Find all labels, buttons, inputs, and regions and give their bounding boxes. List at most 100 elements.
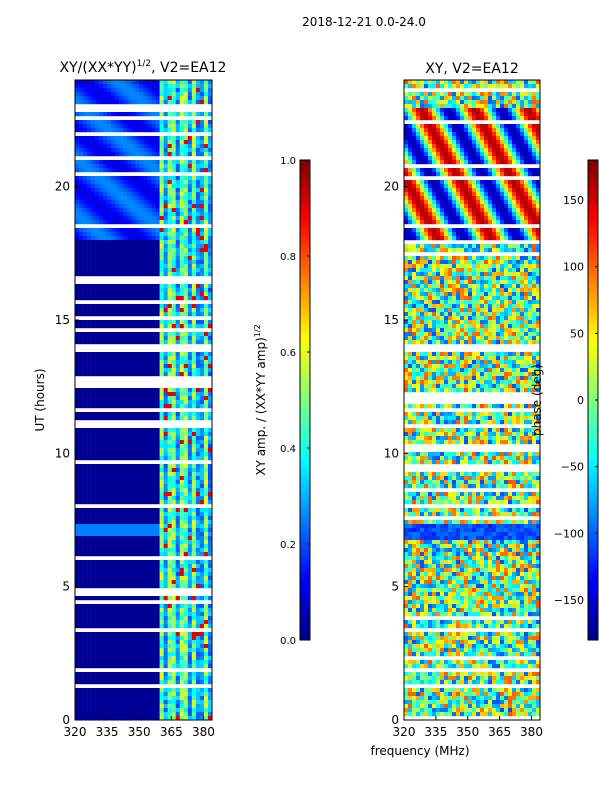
amp-cell [107, 488, 112, 493]
amp-cell [195, 356, 201, 361]
amp-cell [75, 640, 80, 645]
amp-cell [191, 140, 197, 145]
amp-cell [135, 624, 140, 629]
phase-cell [472, 140, 477, 145]
amp-cell [87, 596, 92, 601]
amp-cell [111, 484, 116, 489]
amp-cell [95, 520, 100, 525]
amp-cell [203, 436, 209, 441]
amp-cell [167, 292, 173, 297]
amp-cell [139, 680, 144, 685]
amp-cell [115, 632, 120, 637]
amp-cell [183, 708, 189, 713]
amp-cell [135, 428, 140, 433]
amp-cell [83, 196, 88, 201]
phase-cell [480, 84, 485, 89]
amp-cell [115, 288, 120, 293]
amp-cell [131, 632, 136, 637]
amp-cell [203, 396, 209, 401]
phase-cell [444, 112, 449, 117]
amp-cell [119, 336, 124, 341]
amp-cell [131, 80, 136, 85]
amp-cell [79, 232, 84, 237]
amp-cell [75, 324, 80, 329]
amp-cell [135, 444, 140, 449]
amp-cell [119, 524, 124, 529]
amp-cell [167, 160, 173, 165]
amp-cell [175, 292, 181, 297]
phase-cell [520, 112, 525, 117]
amp-cell [87, 568, 92, 573]
phase-cell [480, 112, 485, 117]
phase-cell [532, 80, 537, 85]
amp-cell [123, 632, 128, 637]
amp-cell [107, 240, 112, 245]
amp-cell [175, 412, 181, 417]
amp-cell [207, 256, 213, 261]
amp-cell [199, 532, 205, 537]
amp-cell [199, 228, 205, 233]
phase-cell [452, 96, 457, 101]
amp-cell [75, 308, 80, 313]
amp-cell [175, 712, 181, 717]
amp-cell [203, 432, 209, 437]
amp-cell [75, 204, 80, 209]
amp-cell [139, 120, 144, 125]
phase-cell [536, 104, 541, 109]
phase-cell [460, 116, 465, 121]
amp-cell [183, 396, 189, 401]
amp-cell [147, 644, 152, 649]
phase-cell [464, 108, 469, 113]
amp-cell [83, 180, 88, 185]
amp-cell [171, 264, 177, 269]
amp-cell [187, 548, 193, 553]
amp-cell [127, 260, 132, 265]
amp-cell [159, 500, 164, 505]
amp-cell [163, 692, 168, 697]
phase-cell [512, 80, 517, 85]
amp-cell [147, 272, 152, 277]
amp-cell [179, 412, 185, 417]
amp-cell [103, 232, 108, 237]
amp-cell [159, 368, 164, 373]
amp-cell [203, 372, 209, 377]
amp-cell [191, 484, 197, 489]
amp-cell [83, 516, 88, 521]
amp-cell [79, 284, 84, 289]
amp-cell [87, 236, 92, 241]
amp-cell [171, 708, 177, 713]
amp-cell [99, 312, 104, 317]
amp-cell [123, 168, 128, 173]
amp-cell [139, 512, 144, 517]
amp-cell [75, 192, 80, 197]
amp-cell [187, 692, 193, 697]
amp-cell [179, 416, 185, 421]
amp-cell [191, 148, 197, 153]
amp-cell [111, 604, 116, 609]
amp-cell [123, 272, 128, 277]
amp-cell [131, 84, 136, 89]
amp-cell [139, 140, 144, 145]
amp-cell [91, 396, 96, 401]
phase-cell [424, 100, 429, 105]
phase-cell [436, 128, 441, 133]
amp-cell [183, 648, 189, 653]
amp-cell [159, 208, 164, 213]
amp-cell [167, 212, 173, 217]
amp-cell [183, 204, 189, 209]
amp-cell [91, 576, 96, 581]
amp-cell [111, 572, 116, 577]
amp-cell [115, 444, 120, 449]
amp-cell [207, 100, 213, 105]
amp-cell [179, 484, 185, 489]
amp-cell [155, 252, 160, 257]
amp-cell [179, 396, 185, 401]
phase-cell [424, 136, 429, 141]
amp-cell [131, 656, 136, 661]
amp-cell [107, 164, 112, 169]
amp-cell [195, 204, 201, 209]
phase-cell [508, 96, 513, 101]
amp-cell [203, 208, 209, 213]
phase-cell [468, 136, 473, 141]
